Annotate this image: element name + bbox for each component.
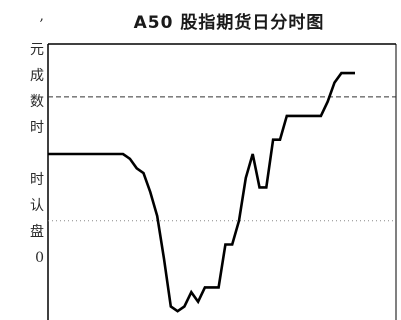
price-line-layer	[48, 71, 355, 313]
chart-frame	[47, 43, 397, 320]
article-fragment: 时	[30, 120, 44, 136]
article-fragment: ,	[39, 8, 44, 24]
article-text-column: , 元 成 数 时 时 认 盘 0	[0, 0, 44, 320]
article-fragment: 时	[30, 172, 44, 188]
article-fragment: 认	[30, 198, 44, 214]
chart-title: A50 股指期货日分时图	[133, 13, 325, 33]
article-fragment: 0	[35, 250, 44, 266]
article-fragment: 元	[30, 42, 44, 58]
article-fragment: 成	[30, 68, 44, 84]
price-series-line	[48, 71, 355, 313]
article-fragment: 盘	[30, 224, 44, 240]
reference-lines	[48, 96, 396, 222]
article-fragment: 数	[30, 94, 44, 110]
